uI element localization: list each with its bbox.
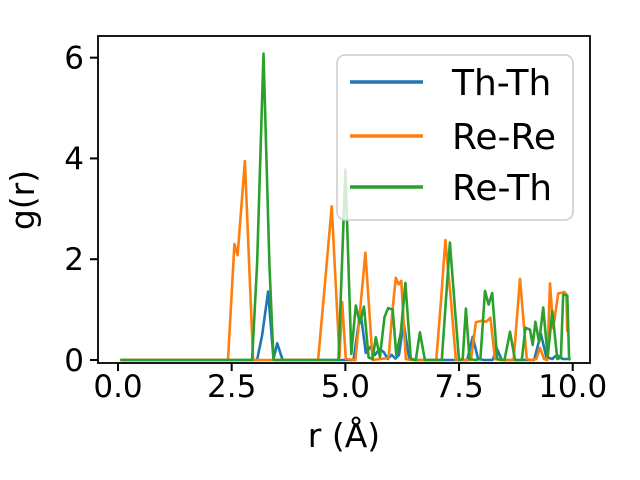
series-lines: [120, 52, 572, 362]
legend-label-re-th: Re-Th: [452, 168, 552, 209]
legend: Th-Th Re-Re Re-Th: [336, 54, 574, 221]
x-tick-label: 0.0: [93, 369, 142, 405]
y-tick-label: 2: [64, 242, 84, 278]
x-tick-label: 10.0: [538, 369, 607, 405]
x-tick-label: 5.0: [321, 369, 370, 405]
series-line-th-th: [120, 290, 571, 362]
x-tick-label: 7.5: [434, 369, 483, 405]
y-tick-label: 0: [64, 343, 84, 379]
series-line-re-th: [120, 52, 572, 362]
legend-label-th-th: Th-Th: [451, 63, 551, 104]
series-line-re-re: [120, 159, 569, 362]
x-axis-label: r (Å): [308, 415, 380, 455]
x-tick-label: 2.5: [207, 369, 256, 405]
axes: 0.0 2.5 5.0 7.5 10.0 0 2 4 6: [64, 35, 607, 405]
y-axis-label: g(r): [3, 170, 42, 230]
y-tick-label: 4: [64, 141, 84, 177]
y-tick-label: 6: [64, 41, 84, 77]
legend-box: [336, 54, 574, 221]
plot-spines: [97, 35, 591, 364]
legend-label-re-re: Re-Re: [452, 117, 556, 158]
